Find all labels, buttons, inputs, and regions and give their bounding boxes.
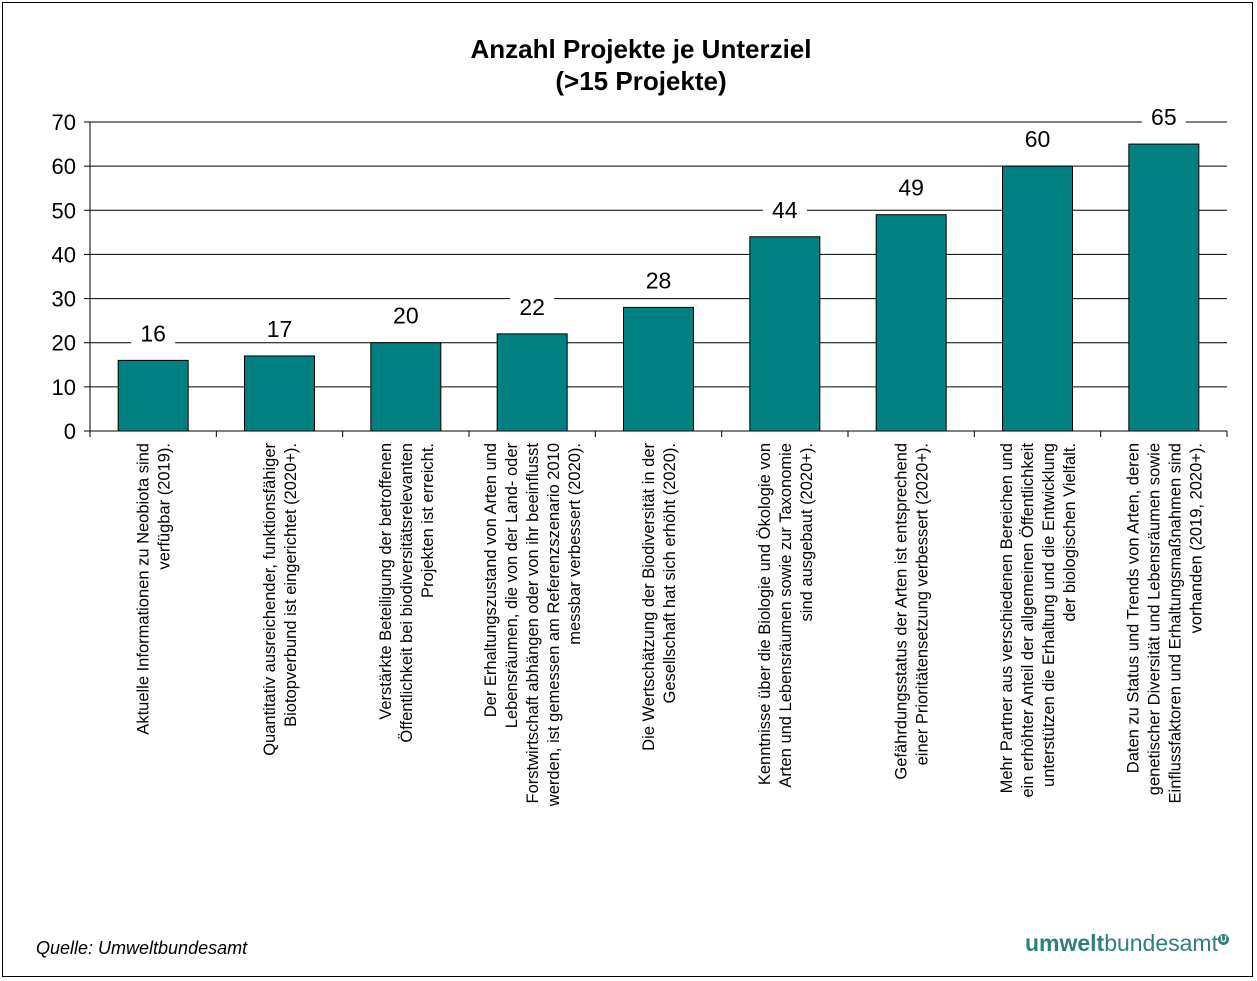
value-label-bg-7 (1015, 124, 1060, 153)
bar-7 (1002, 165, 1073, 432)
category-label-3-line-4: messbar verbessert (2020). (566, 443, 584, 645)
category-label-5-line-2: sind ausgebaut (2020+). (798, 443, 816, 621)
category-label-6-line-1: einer Prioritätensetzung verbessert (202… (914, 443, 932, 765)
category-label-1-line-1: Biotopverbund ist eingerichtet (2020+). (282, 443, 300, 727)
y-tick-label-3: 30 (52, 287, 76, 312)
bar-3 (496, 333, 568, 432)
value-label-bg-8 (1141, 102, 1186, 131)
category-label-0-line-0: Aktuelle Informationen zu Neobiota sind (135, 443, 153, 735)
category-label-3: Der Erhaltungszustand von Arten und Leben… (482, 442, 584, 807)
logo-strong-text: umwelt (1024, 930, 1105, 956)
value-label-bg-0 (131, 318, 176, 347)
category-label-6-line-0: Gefährdungsstatus der Arten ist entsprec… (893, 443, 911, 780)
bars (117, 143, 1200, 432)
value-label-bg-2 (383, 300, 428, 329)
category-label-8-line-2: Einflussfaktoren und Erhaltungsmaßnahmen… (1166, 443, 1184, 803)
category-label-4-line-1: Gesellschaft hat sich erhöht (2020). (661, 443, 679, 703)
category-label-3-line-0: Der Erhaltungszustand von Arten und (482, 443, 500, 717)
category-labels: Aktuelle Informationen zu Neobiota sind v… (135, 442, 1206, 807)
y-tick-label-4: 40 (52, 242, 76, 267)
category-label-6: Gefährdungsstatus der Arten ist entsprec… (893, 443, 932, 780)
axes (84, 121, 1228, 437)
bar-4 (623, 306, 694, 432)
category-label-1-line-0: Quantitativ ausreichender, funktionsfähi… (261, 443, 279, 756)
category-label-2-line-1: Öffentlichkeit bei biodiversitätsrelevan… (398, 443, 416, 743)
y-tick-label-7: 70 (52, 110, 76, 135)
category-label-7: Mehr Partner aus verschiedenen Bereichen… (998, 443, 1079, 798)
logo-light-text: bundesamt (1104, 930, 1218, 956)
value-label-5: 44 (772, 197, 798, 223)
category-label-1: Quantitativ ausreichender, funktionsfähi… (261, 443, 300, 756)
logo-mark-icon: U (1218, 934, 1229, 946)
category-label-0: Aktuelle Informationen zu Neobiota sind v… (135, 443, 174, 735)
umweltbundesamt-logo: umweltbundesamt U (1025, 930, 1229, 957)
value-label-6: 49 (898, 175, 924, 201)
bar-2 (370, 342, 442, 432)
category-label-3-line-1: Lebensräumen, die von der Land- oder (503, 442, 521, 728)
y-tick-label-5: 50 (52, 198, 76, 223)
y-tick-label-2: 20 (52, 331, 76, 356)
value-label-0: 16 (140, 320, 166, 346)
category-label-8: Daten zu Status und Trends von Arten, de… (1124, 443, 1205, 803)
category-label-7-line-0: Mehr Partner aus verschiedenen Bereichen… (998, 443, 1016, 793)
bar-8 (1128, 143, 1200, 432)
source-note: Quelle: Umweltbundesamt (36, 938, 248, 958)
value-label-bg-3 (510, 291, 555, 320)
value-label-7: 60 (1025, 126, 1051, 152)
category-label-5-line-1: Arten und Lebensräumen sowie zur Taxonom… (777, 443, 795, 788)
bar-6 (875, 214, 947, 432)
category-label-2-line-2: Projekten ist erreicht. (419, 443, 437, 598)
y-tick-label-1: 10 (52, 375, 76, 400)
category-label-8-line-3: vorhanden (2019, 2020+). (1187, 443, 1205, 633)
category-label-2: Verstärkte Beteiligung der betroffenen Öf… (377, 443, 437, 743)
value-label-1: 17 (267, 316, 293, 342)
value-label-bg-6 (889, 172, 934, 201)
value-label-bg-5 (762, 194, 807, 223)
category-label-4: Die Wertschätzung der Biodiversität in d… (640, 443, 679, 751)
y-tick-label-0: 0 (64, 419, 76, 444)
value-label-8: 65 (1151, 104, 1177, 130)
bar-1 (244, 355, 315, 432)
category-label-3-line-2: Forstwirtschaft abhängen oder von ihr be… (524, 443, 542, 804)
category-label-7-line-3: der biologischen Vielfalt. (1061, 443, 1079, 622)
y-tick-label-6: 60 (52, 154, 76, 179)
chart-title-line-1: Anzahl Projekte je Unterziel (471, 34, 812, 64)
category-label-0-line-1: verfügbar (2019). (156, 443, 174, 570)
value-label-4: 28 (646, 267, 672, 293)
chart-title-line-2: (>15 Projekte) (555, 66, 726, 96)
value-label-2: 20 (393, 303, 419, 329)
bar-0 (117, 359, 189, 432)
category-label-2-line-0: Verstärkte Beteiligung der betroffenen (377, 443, 395, 720)
value-label-bg-4 (636, 265, 681, 294)
bar-5 (749, 236, 821, 432)
category-label-3-line-3: werden, ist gemessen am Referenzszenario… (545, 443, 563, 807)
category-label-8-line-0: Daten zu Status und Trends von Arten, de… (1124, 443, 1142, 773)
value-label-3: 22 (519, 294, 545, 320)
category-label-7-line-2: unterstützen die Erhaltung und die Entwi… (1040, 443, 1058, 787)
y-tick-labels: 0 10 20 30 40 50 60 70 (52, 110, 76, 444)
category-label-4-line-0: Die Wertschätzung der Biodiversität in d… (640, 443, 658, 751)
value-label-bg-1 (257, 313, 302, 342)
category-label-7-line-1: ein erhöhter Anteil der allgemeinen Öffe… (1019, 443, 1037, 798)
category-label-5-line-0: Kenntnisse über die Biologie und Ökologi… (756, 443, 774, 785)
category-label-5: Kenntnisse über die Biologie und Ökologi… (756, 443, 816, 788)
category-label-8-line-1: genetischer Diversität und Lebensräumen … (1145, 443, 1163, 795)
value-labels: 16 17 20 22 28 44 49 60 65 (131, 102, 1186, 347)
